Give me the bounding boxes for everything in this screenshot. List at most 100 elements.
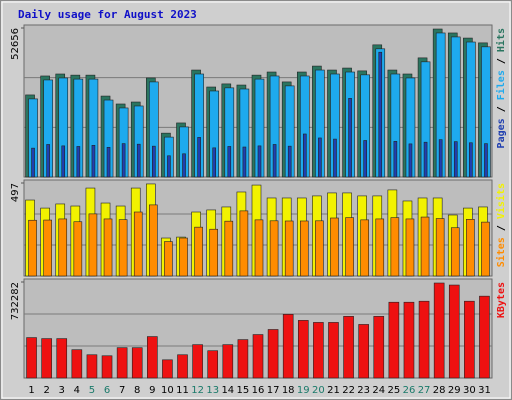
bar xyxy=(375,218,385,277)
bar xyxy=(469,142,473,178)
y-tick-label: 497 xyxy=(10,183,21,202)
bar xyxy=(43,219,52,277)
x-tick-label: 13 xyxy=(206,385,219,396)
bar xyxy=(284,220,294,277)
legend-entry: Pages xyxy=(496,118,507,148)
bar xyxy=(373,316,385,379)
bar xyxy=(149,204,158,277)
bar xyxy=(177,354,188,379)
bar xyxy=(313,322,324,379)
bar xyxy=(152,145,156,178)
bar xyxy=(269,220,279,277)
x-tick-label: 7 xyxy=(119,385,125,396)
x-tick-label: 16 xyxy=(252,385,265,396)
bar xyxy=(299,220,309,277)
bar xyxy=(363,140,367,178)
chart-title: Daily usage for August 2023 xyxy=(18,8,197,21)
bar xyxy=(56,338,68,379)
bar xyxy=(267,329,279,379)
x-tick-label: 28 xyxy=(433,385,446,396)
x-tick-label: 19 xyxy=(297,385,310,396)
bar xyxy=(73,221,83,277)
bar xyxy=(136,143,141,178)
bar xyxy=(103,218,113,277)
legend-entry: KBytes xyxy=(496,282,507,318)
bar xyxy=(287,145,292,178)
bar xyxy=(61,145,66,178)
bar xyxy=(330,217,339,277)
bar xyxy=(345,217,354,277)
bar xyxy=(116,347,128,379)
bar xyxy=(418,300,430,379)
x-tick-label: 26 xyxy=(403,385,416,396)
bar xyxy=(315,220,324,277)
bar xyxy=(481,221,490,277)
bar xyxy=(423,141,428,178)
bar xyxy=(194,226,203,277)
bar xyxy=(58,218,68,277)
bar xyxy=(438,139,443,178)
bar xyxy=(257,145,262,178)
bar xyxy=(479,295,490,379)
bar xyxy=(328,322,339,379)
legend: Pages / Files / Hits xyxy=(495,28,507,148)
bar xyxy=(182,153,186,178)
bar xyxy=(242,146,247,178)
x-tick-label: 24 xyxy=(372,385,385,396)
bar xyxy=(167,155,171,178)
bar xyxy=(348,98,352,178)
y-tick-label: 732282 xyxy=(10,282,21,320)
bar xyxy=(448,284,460,379)
legend-separator: / xyxy=(496,219,507,237)
x-tick-label: 12 xyxy=(191,385,204,396)
bar xyxy=(28,219,37,277)
bar xyxy=(282,314,294,379)
bar xyxy=(297,320,309,379)
bar xyxy=(179,237,188,277)
x-tick-label: 30 xyxy=(463,385,476,396)
bar xyxy=(254,219,264,277)
y-tick-label: 52656 xyxy=(10,28,21,60)
x-tick-label: 3 xyxy=(59,385,65,396)
x-tick-label: 6 xyxy=(104,385,110,396)
bar xyxy=(227,146,232,178)
x-tick-label: 27 xyxy=(418,385,431,396)
legend-entry: Files xyxy=(495,70,507,100)
bar xyxy=(272,144,277,178)
bar xyxy=(41,338,52,379)
x-tick-label: 21 xyxy=(327,385,340,396)
bar xyxy=(239,210,249,277)
bar xyxy=(222,344,234,379)
bar xyxy=(46,144,50,178)
bar xyxy=(31,147,35,178)
bar xyxy=(390,217,400,277)
legend-entry: Hits xyxy=(495,28,507,52)
x-tick-label: 18 xyxy=(282,385,295,396)
bar xyxy=(212,147,217,178)
bar xyxy=(450,227,460,277)
bar xyxy=(88,213,98,277)
bar xyxy=(393,141,398,178)
bar xyxy=(464,300,475,379)
legend: KBytes xyxy=(496,282,507,318)
bar xyxy=(388,301,400,379)
bar xyxy=(252,334,264,379)
x-tick-label: 25 xyxy=(388,385,401,396)
bar xyxy=(302,133,307,178)
bar xyxy=(209,228,219,277)
legend-separator: / xyxy=(496,100,507,118)
x-tick-label: 5 xyxy=(89,385,95,396)
x-tick-label: 2 xyxy=(43,385,49,396)
bar xyxy=(162,359,173,379)
bar xyxy=(408,143,413,178)
bar xyxy=(133,211,143,277)
legend: Sites / Visits xyxy=(495,183,507,267)
x-tick-label: 29 xyxy=(448,385,461,396)
bar xyxy=(207,350,219,379)
bar xyxy=(360,219,369,277)
bar xyxy=(147,336,158,379)
bar xyxy=(197,137,201,178)
bar xyxy=(378,51,383,178)
bar xyxy=(420,216,430,277)
bar xyxy=(106,146,111,178)
